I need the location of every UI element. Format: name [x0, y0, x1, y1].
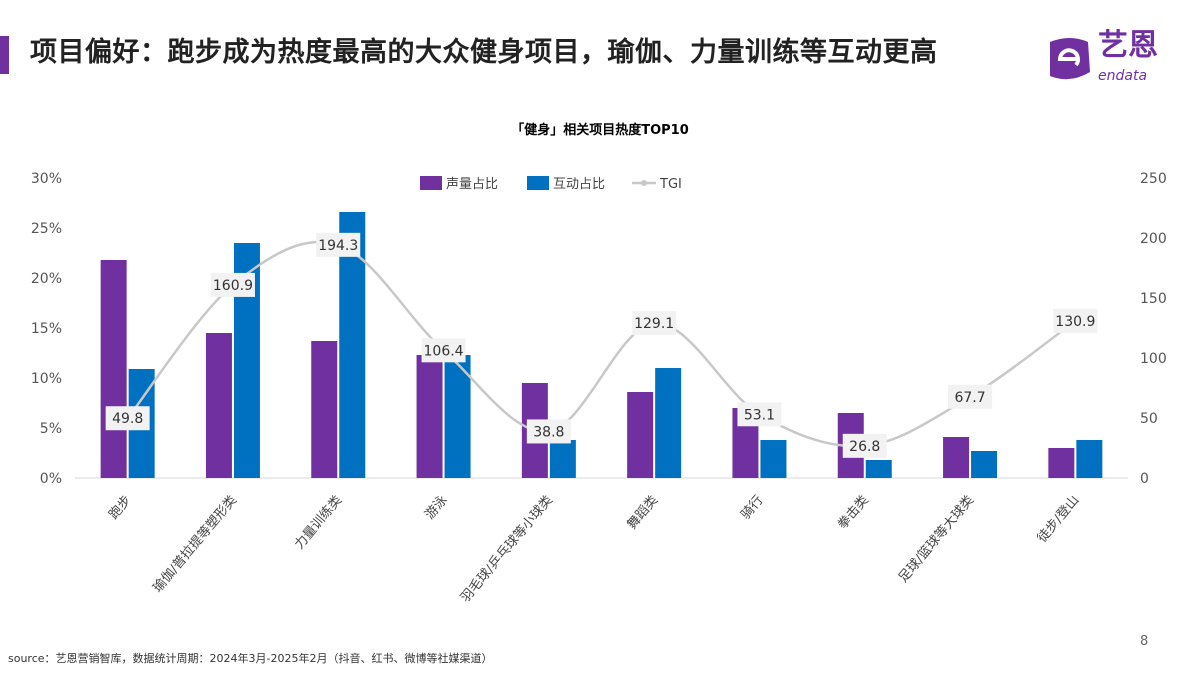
bar-volume: [205, 333, 232, 478]
x-tick-label: 拳击类: [834, 492, 871, 532]
tgi-label-bg: [421, 338, 466, 363]
tgi-line: [126, 240, 1077, 448]
y-left-tick-label: 0%: [40, 471, 62, 487]
tgi-data-label: 129.1: [634, 316, 674, 332]
tgi-label-bg: [210, 272, 255, 297]
bar-volume: [100, 260, 127, 478]
tgi-data-label: 160.9: [213, 278, 253, 294]
tgi-label-bg: [737, 402, 782, 427]
x-tick-label: 羽毛球/乒乓球等小球类: [457, 492, 556, 605]
tgi-data-label: 194.3: [318, 238, 358, 254]
legend-label: TGI: [659, 177, 682, 192]
y-right-tick-label: 100: [1140, 351, 1167, 367]
x-tick-label: 游泳: [422, 493, 450, 523]
chart-title: 「健身」相关项目热度TOP10: [511, 122, 689, 138]
legend-label: 互动占比: [553, 177, 605, 192]
bar-interaction: [865, 460, 892, 478]
y-right-tick-label: 200: [1140, 231, 1167, 247]
y-left-tick-label: 15%: [31, 321, 62, 337]
y-left-tick-label: 10%: [31, 371, 62, 387]
y-right-tick-label: 150: [1140, 291, 1167, 307]
tgi-label-bg: [526, 419, 571, 444]
bar-interaction: [1076, 440, 1103, 478]
title-accent-bar: [0, 36, 9, 74]
tgi-label-bg: [842, 433, 887, 458]
y-left-tick-label: 20%: [31, 271, 62, 287]
tgi-data-label: 53.1: [744, 407, 775, 423]
bar-interaction: [760, 440, 787, 478]
tgi-data-label: 49.8: [112, 411, 143, 427]
page-title: 项目偏好：跑步成为热度最高的大众健身项目，瑜伽、力量训练等互动更高: [30, 37, 938, 68]
tgi-label-bg: [948, 384, 993, 409]
logo-text: 艺恩: [1098, 28, 1158, 63]
bar-volume: [627, 392, 654, 478]
bar-interaction: [549, 440, 576, 478]
x-tick-label: 足球/篮球等大球类: [895, 492, 977, 585]
legend-swatch-volume: [420, 176, 442, 190]
tgi-label-bg: [105, 406, 150, 431]
y-right-tick-label: 0: [1140, 471, 1149, 487]
x-tick-label: 跑步: [107, 493, 135, 523]
tgi-data-label: 38.8: [533, 424, 564, 440]
x-tick-label: 舞蹈类: [625, 493, 662, 533]
bar-volume: [416, 355, 443, 478]
bar-volume: [943, 437, 970, 478]
bar-interaction: [971, 451, 998, 478]
tgi-data-label: 26.8: [849, 439, 880, 455]
bar-interaction: [444, 355, 471, 478]
bar-volume: [1048, 448, 1075, 478]
y-left-tick-label: 5%: [40, 421, 62, 437]
tgi-label-bg: [316, 232, 361, 257]
y-right-tick-label: 250: [1140, 171, 1167, 187]
y-left-tick-label: 25%: [31, 221, 62, 237]
x-tick-label: 徒步/登山: [1035, 493, 1083, 546]
tgi-data-label: 67.7: [954, 390, 985, 406]
x-tick-label: 力量训练类: [292, 493, 345, 552]
legend-swatch-interaction: [527, 176, 549, 190]
tgi-data-label: 106.4: [424, 343, 464, 359]
y-left-tick-label: 30%: [31, 171, 62, 187]
legend-marker-tgi: [641, 180, 647, 186]
tgi-label-bg: [1053, 308, 1098, 333]
bar-interaction: [655, 368, 682, 478]
y-right-tick-label: 50: [1140, 411, 1158, 427]
endata-logo-icon: [1050, 38, 1090, 80]
x-tick-label: 骑行: [738, 493, 766, 523]
logo-subtext: endata: [1098, 68, 1148, 84]
source-note: source：艺恩营销智库，数据统计周期：2024年3月-2025年2月（抖音、…: [8, 652, 493, 665]
tgi-label-bg: [632, 311, 677, 336]
tgi-data-label: 130.9: [1055, 314, 1095, 330]
bar-volume: [311, 341, 338, 478]
x-tick-label: 瑜伽/普拉提等塑形类: [150, 492, 240, 595]
page-number: 8: [1140, 634, 1149, 649]
legend-label: 声量占比: [446, 177, 498, 192]
